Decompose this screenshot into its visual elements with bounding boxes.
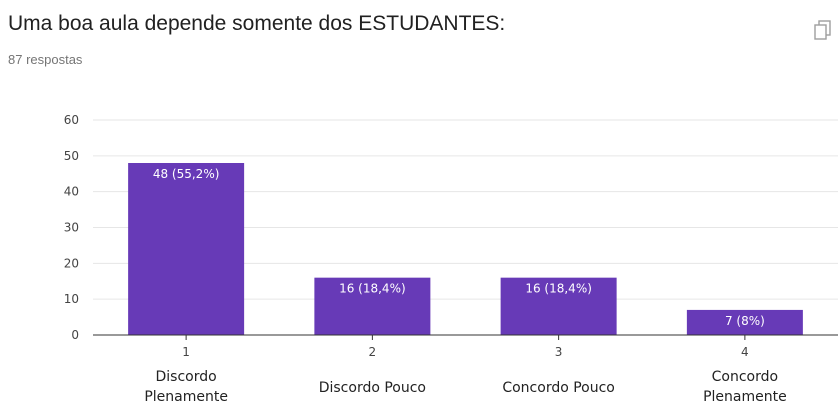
category-label: Concordo Pouco: [502, 380, 615, 396]
bar-data-label: 48 (55,2%): [153, 167, 220, 181]
y-tick-label: 10: [64, 292, 79, 306]
x-tick-label: 4: [741, 345, 749, 359]
bar-data-label: 16 (18,4%): [339, 282, 406, 296]
bar: [686, 309, 803, 335]
category-label: Discordo Pouco: [319, 380, 426, 396]
category-label: Discordo: [156, 369, 217, 385]
y-tick-label: 0: [71, 328, 79, 342]
x-tick-label: 1: [182, 345, 190, 359]
y-tick-label: 60: [64, 113, 79, 127]
y-tick-label: 30: [64, 221, 79, 235]
y-tick-label: 40: [64, 185, 79, 199]
bar: [500, 277, 617, 335]
response-count: 87 respostas: [8, 52, 83, 67]
category-label: Plenamente: [703, 389, 787, 405]
chart-title: Uma boa aula depende somente dos ESTUDAN…: [8, 12, 506, 35]
copy-icon[interactable]: [812, 19, 832, 41]
bar: [128, 163, 245, 335]
bar-data-label: 7 (8%): [725, 314, 765, 328]
x-tick-label: 3: [555, 345, 563, 359]
bar-data-label: 16 (18,4%): [525, 282, 592, 296]
x-tick-label: 2: [369, 345, 377, 359]
bar: [314, 277, 431, 335]
y-tick-label: 50: [64, 149, 79, 163]
category-label: Concordo: [712, 369, 778, 385]
category-label: Plenamente: [144, 389, 228, 405]
y-tick-label: 20: [64, 256, 79, 270]
